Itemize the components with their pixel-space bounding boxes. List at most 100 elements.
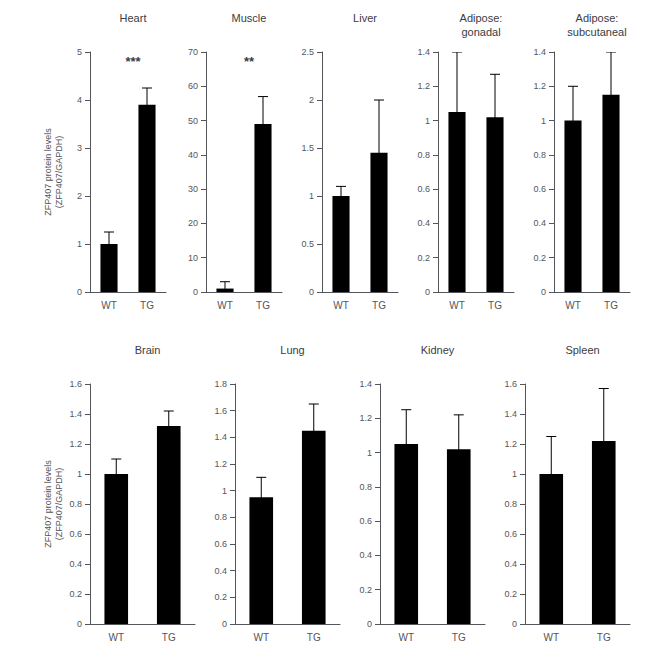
svg-text:1.4: 1.4 bbox=[359, 379, 372, 389]
svg-text:1.2: 1.2 bbox=[69, 439, 82, 449]
svg-text:TG: TG bbox=[307, 632, 321, 643]
svg-text:0.6: 0.6 bbox=[359, 516, 372, 526]
svg-text:0.8: 0.8 bbox=[504, 499, 517, 509]
svg-text:0.8: 0.8 bbox=[214, 512, 227, 522]
svg-text:0.6: 0.6 bbox=[533, 184, 546, 194]
svg-text:Muscle: Muscle bbox=[232, 12, 267, 24]
svg-text:1: 1 bbox=[77, 239, 82, 249]
svg-text:1.6: 1.6 bbox=[504, 379, 517, 389]
svg-text:WT: WT bbox=[101, 300, 117, 311]
svg-text:Liver: Liver bbox=[353, 12, 377, 24]
svg-text:Brain: Brain bbox=[135, 344, 161, 356]
svg-text:0: 0 bbox=[425, 287, 430, 297]
svg-text:0.4: 0.4 bbox=[533, 218, 546, 228]
svg-text:(ZFP407/GAPDH): (ZFP407/GAPDH) bbox=[54, 468, 64, 541]
svg-text:WT: WT bbox=[253, 632, 269, 643]
svg-text:0.2: 0.2 bbox=[533, 253, 546, 263]
svg-text:TG: TG bbox=[604, 300, 618, 311]
svg-text:Lung: Lung bbox=[280, 344, 304, 356]
svg-text:1.6: 1.6 bbox=[214, 406, 227, 416]
svg-text:WT: WT bbox=[333, 300, 349, 311]
svg-text:0.4: 0.4 bbox=[69, 559, 82, 569]
svg-text:1.4: 1.4 bbox=[504, 409, 517, 419]
svg-text:Spleen: Spleen bbox=[565, 344, 599, 356]
svg-text:TG: TG bbox=[488, 300, 502, 311]
svg-text:1.8: 1.8 bbox=[214, 379, 227, 389]
svg-text:70: 70 bbox=[188, 47, 198, 57]
svg-text:1.2: 1.2 bbox=[359, 413, 372, 423]
svg-text:WT: WT bbox=[449, 300, 465, 311]
svg-text:WT: WT bbox=[398, 632, 414, 643]
svg-text:5: 5 bbox=[77, 47, 82, 57]
svg-text:WT: WT bbox=[565, 300, 581, 311]
svg-text:1.4: 1.4 bbox=[69, 409, 82, 419]
svg-text:WT: WT bbox=[108, 632, 124, 643]
svg-text:1.2: 1.2 bbox=[504, 439, 517, 449]
svg-text:20: 20 bbox=[188, 218, 198, 228]
svg-text:0.4: 0.4 bbox=[214, 566, 227, 576]
svg-text:10: 10 bbox=[188, 253, 198, 263]
svg-text:1.2: 1.2 bbox=[417, 81, 430, 91]
svg-text:1: 1 bbox=[425, 116, 430, 126]
svg-text:0.4: 0.4 bbox=[417, 218, 430, 228]
svg-text:subcutaneal: subcutaneal bbox=[567, 26, 626, 38]
svg-text:TG: TG bbox=[452, 632, 466, 643]
svg-text:1.4: 1.4 bbox=[533, 47, 546, 57]
svg-text:WT: WT bbox=[217, 300, 233, 311]
svg-text:0: 0 bbox=[367, 619, 372, 629]
svg-text:0: 0 bbox=[541, 287, 546, 297]
svg-text:TG: TG bbox=[162, 632, 176, 643]
svg-text:1: 1 bbox=[309, 191, 314, 201]
svg-text:0: 0 bbox=[222, 619, 227, 629]
svg-text:1.6: 1.6 bbox=[69, 379, 82, 389]
svg-text:ZFP407 protein levels: ZFP407 protein levels bbox=[43, 460, 53, 548]
svg-text:**: ** bbox=[244, 54, 255, 69]
svg-text:0: 0 bbox=[309, 287, 314, 297]
svg-text:TG: TG bbox=[140, 300, 154, 311]
svg-text:0.2: 0.2 bbox=[504, 589, 517, 599]
svg-text:1: 1 bbox=[367, 448, 372, 458]
svg-text:1.2: 1.2 bbox=[533, 81, 546, 91]
svg-text:0.6: 0.6 bbox=[417, 184, 430, 194]
svg-text:0: 0 bbox=[77, 287, 82, 297]
svg-text:1.2: 1.2 bbox=[214, 459, 227, 469]
svg-text:ZFP407 protein levels: ZFP407 protein levels bbox=[43, 128, 53, 216]
svg-text:2.5: 2.5 bbox=[301, 47, 314, 57]
svg-text:0.6: 0.6 bbox=[214, 539, 227, 549]
svg-text:(ZFP407/GAPDH): (ZFP407/GAPDH) bbox=[54, 136, 64, 209]
svg-text:3: 3 bbox=[77, 143, 82, 153]
svg-text:0.5: 0.5 bbox=[301, 239, 314, 249]
svg-text:0.8: 0.8 bbox=[69, 499, 82, 509]
svg-text:1.5: 1.5 bbox=[301, 143, 314, 153]
svg-text:4: 4 bbox=[77, 95, 82, 105]
svg-text:TG: TG bbox=[597, 632, 611, 643]
svg-text:40: 40 bbox=[188, 150, 198, 160]
svg-text:TG: TG bbox=[372, 300, 386, 311]
svg-text:0: 0 bbox=[193, 287, 198, 297]
svg-text:Adipose:: Adipose: bbox=[460, 12, 503, 24]
svg-text:30: 30 bbox=[188, 184, 198, 194]
svg-text:1: 1 bbox=[77, 469, 82, 479]
svg-text:0: 0 bbox=[77, 619, 82, 629]
svg-text:0.6: 0.6 bbox=[504, 529, 517, 539]
svg-text:50: 50 bbox=[188, 116, 198, 126]
svg-text:Kidney: Kidney bbox=[421, 344, 455, 356]
svg-text:1.4: 1.4 bbox=[417, 47, 430, 57]
svg-text:1: 1 bbox=[541, 116, 546, 126]
svg-text:WT: WT bbox=[543, 632, 559, 643]
svg-text:0.2: 0.2 bbox=[214, 592, 227, 602]
svg-text:gonadal: gonadal bbox=[461, 26, 500, 38]
svg-text:0.6: 0.6 bbox=[69, 529, 82, 539]
svg-text:0.8: 0.8 bbox=[417, 150, 430, 160]
svg-text:Adipose:: Adipose: bbox=[576, 12, 619, 24]
svg-text:0.8: 0.8 bbox=[533, 150, 546, 160]
svg-text:Heart: Heart bbox=[120, 12, 147, 24]
svg-text:0.8: 0.8 bbox=[359, 482, 372, 492]
svg-text:0.2: 0.2 bbox=[359, 585, 372, 595]
svg-text:1: 1 bbox=[512, 469, 517, 479]
svg-text:***: *** bbox=[125, 54, 141, 69]
svg-text:60: 60 bbox=[188, 81, 198, 91]
svg-text:TG: TG bbox=[256, 300, 270, 311]
svg-text:2: 2 bbox=[77, 191, 82, 201]
svg-text:0.2: 0.2 bbox=[417, 253, 430, 263]
